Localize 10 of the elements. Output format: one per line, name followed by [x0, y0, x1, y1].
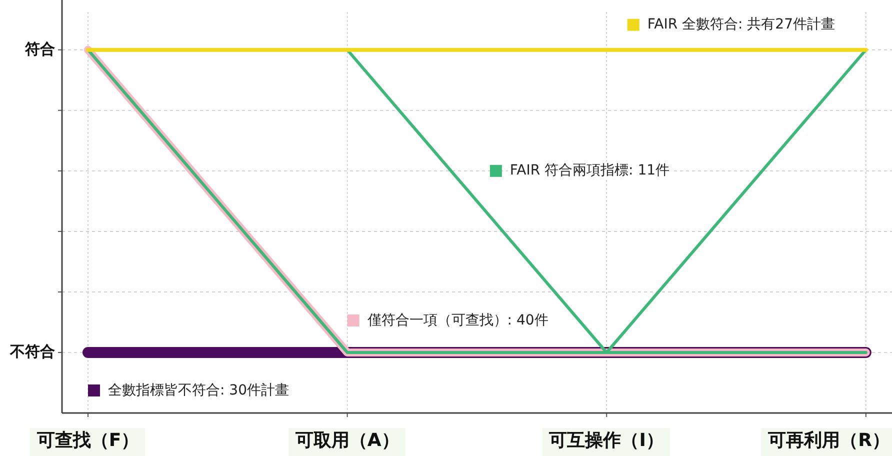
legend-label: 全數指標皆不符合: 30件計畫	[108, 382, 289, 398]
text: 符合	[24, 40, 55, 58]
x-tick-label: 可查找（F）	[36, 430, 140, 451]
legend-label: FAIR 符合兩項指標: 11件	[510, 162, 670, 179]
x-tick-label: 可互操作（I）	[548, 430, 664, 451]
x-tick-label: 可取用（A）	[294, 430, 400, 451]
x-tick-label: 可再利用（R）	[767, 430, 890, 451]
text: 不符合	[9, 342, 55, 361]
legend-label: FAIR 全數符合: 共有27件計畫	[647, 16, 835, 33]
legend-label: 僅符合一項（可查找）: 40件	[366, 312, 548, 328]
